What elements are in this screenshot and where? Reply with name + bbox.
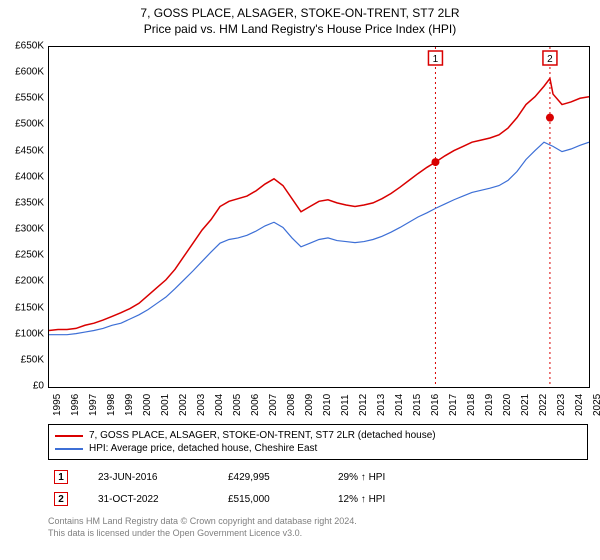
legend-row: HPI: Average price, detached house, Ches… [55,442,581,455]
chart-container: 7, GOSS PLACE, ALSAGER, STOKE-ON-TRENT, … [0,0,600,560]
x-tick-label: 2011 [340,394,351,416]
y-tick-label: £450K [15,145,44,156]
legend: 7, GOSS PLACE, ALSAGER, STOKE-ON-TRENT, … [48,424,588,460]
y-tick-label: £250K [15,250,44,261]
x-tick-label: 2023 [556,394,567,416]
y-tick-label: £500K [15,119,44,130]
x-tick-label: 2015 [412,394,423,416]
y-tick-label: £0 [33,381,44,392]
legend-row: 7, GOSS PLACE, ALSAGER, STOKE-ON-TRENT, … [55,429,581,442]
sale-diff: 12% ↑ HPI [338,494,418,505]
x-tick-label: 2020 [502,394,513,416]
svg-text:1: 1 [433,54,439,65]
x-tick-label: 1996 [70,394,81,416]
plot-area: 12 [48,46,590,388]
legend-swatch [55,448,83,450]
x-tick-label: 2013 [376,394,387,416]
chart-svg: 12 [49,47,589,387]
y-tick-label: £200K [15,276,44,287]
y-tick-label: £300K [15,224,44,235]
sale-marker: 1 [54,470,68,484]
x-tick-label: 2008 [286,394,297,416]
x-tick-label: 2007 [268,394,279,416]
sale-price: £429,995 [228,472,308,483]
sale-date: 31-OCT-2022 [98,494,198,505]
y-tick-label: £100K [15,328,44,339]
x-tick-label: 2009 [304,394,315,416]
x-tick-label: 2014 [394,394,405,416]
x-tick-label: 2010 [322,394,333,416]
title-subtitle: Price paid vs. HM Land Registry's House … [0,20,600,40]
y-tick-label: £650K [15,41,44,52]
footer-line2: This data is licensed under the Open Gov… [48,528,588,540]
x-tick-label: 2004 [214,394,225,416]
sale-row: 1 23-JUN-2016 £429,995 29% ↑ HPI [48,466,588,488]
y-tick-label: £350K [15,197,44,208]
x-tick-label: 2024 [574,394,585,416]
sale-date: 23-JUN-2016 [98,472,198,483]
legend-label: HPI: Average price, detached house, Ches… [89,443,317,454]
x-tick-label: 2006 [250,394,261,416]
legend-swatch [55,435,83,437]
y-tick-label: £150K [15,302,44,313]
sale-diff: 29% ↑ HPI [338,472,418,483]
x-tick-label: 2019 [484,394,495,416]
x-tick-label: 1997 [88,394,99,416]
y-tick-label: £400K [15,171,44,182]
x-tick-label: 1998 [106,394,117,416]
x-tick-label: 2025 [592,394,600,416]
x-tick-label: 2000 [142,394,153,416]
title-address: 7, GOSS PLACE, ALSAGER, STOKE-ON-TRENT, … [0,0,600,20]
x-tick-label: 2022 [538,394,549,416]
x-tick-label: 2002 [178,394,189,416]
sale-price: £515,000 [228,494,308,505]
x-tick-label: 2012 [358,394,369,416]
sale-row: 2 31-OCT-2022 £515,000 12% ↑ HPI [48,488,588,510]
x-tick-label: 2017 [448,394,459,416]
y-tick-label: £550K [15,93,44,104]
sale-marker: 2 [54,492,68,506]
y-tick-label: £600K [15,67,44,78]
x-tick-label: 2018 [466,394,477,416]
svg-text:2: 2 [547,54,553,65]
legend-label: 7, GOSS PLACE, ALSAGER, STOKE-ON-TRENT, … [89,430,436,441]
x-tick-label: 2001 [160,394,171,416]
x-tick-label: 2021 [520,394,531,416]
y-tick-label: £50K [21,354,44,365]
footer-line1: Contains HM Land Registry data © Crown c… [48,516,588,528]
x-tick-label: 1999 [124,394,135,416]
x-tick-label: 2016 [430,394,441,416]
sales-list: 1 23-JUN-2016 £429,995 29% ↑ HPI 2 31-OCT-202… [48,466,588,510]
x-tick-label: 1995 [52,394,63,416]
chart-titles: 7, GOSS PLACE, ALSAGER, STOKE-ON-TRENT, … [0,0,600,40]
footer: Contains HM Land Registry data © Crown c… [48,516,588,539]
x-tick-label: 2003 [196,394,207,416]
x-tick-label: 2005 [232,394,243,416]
